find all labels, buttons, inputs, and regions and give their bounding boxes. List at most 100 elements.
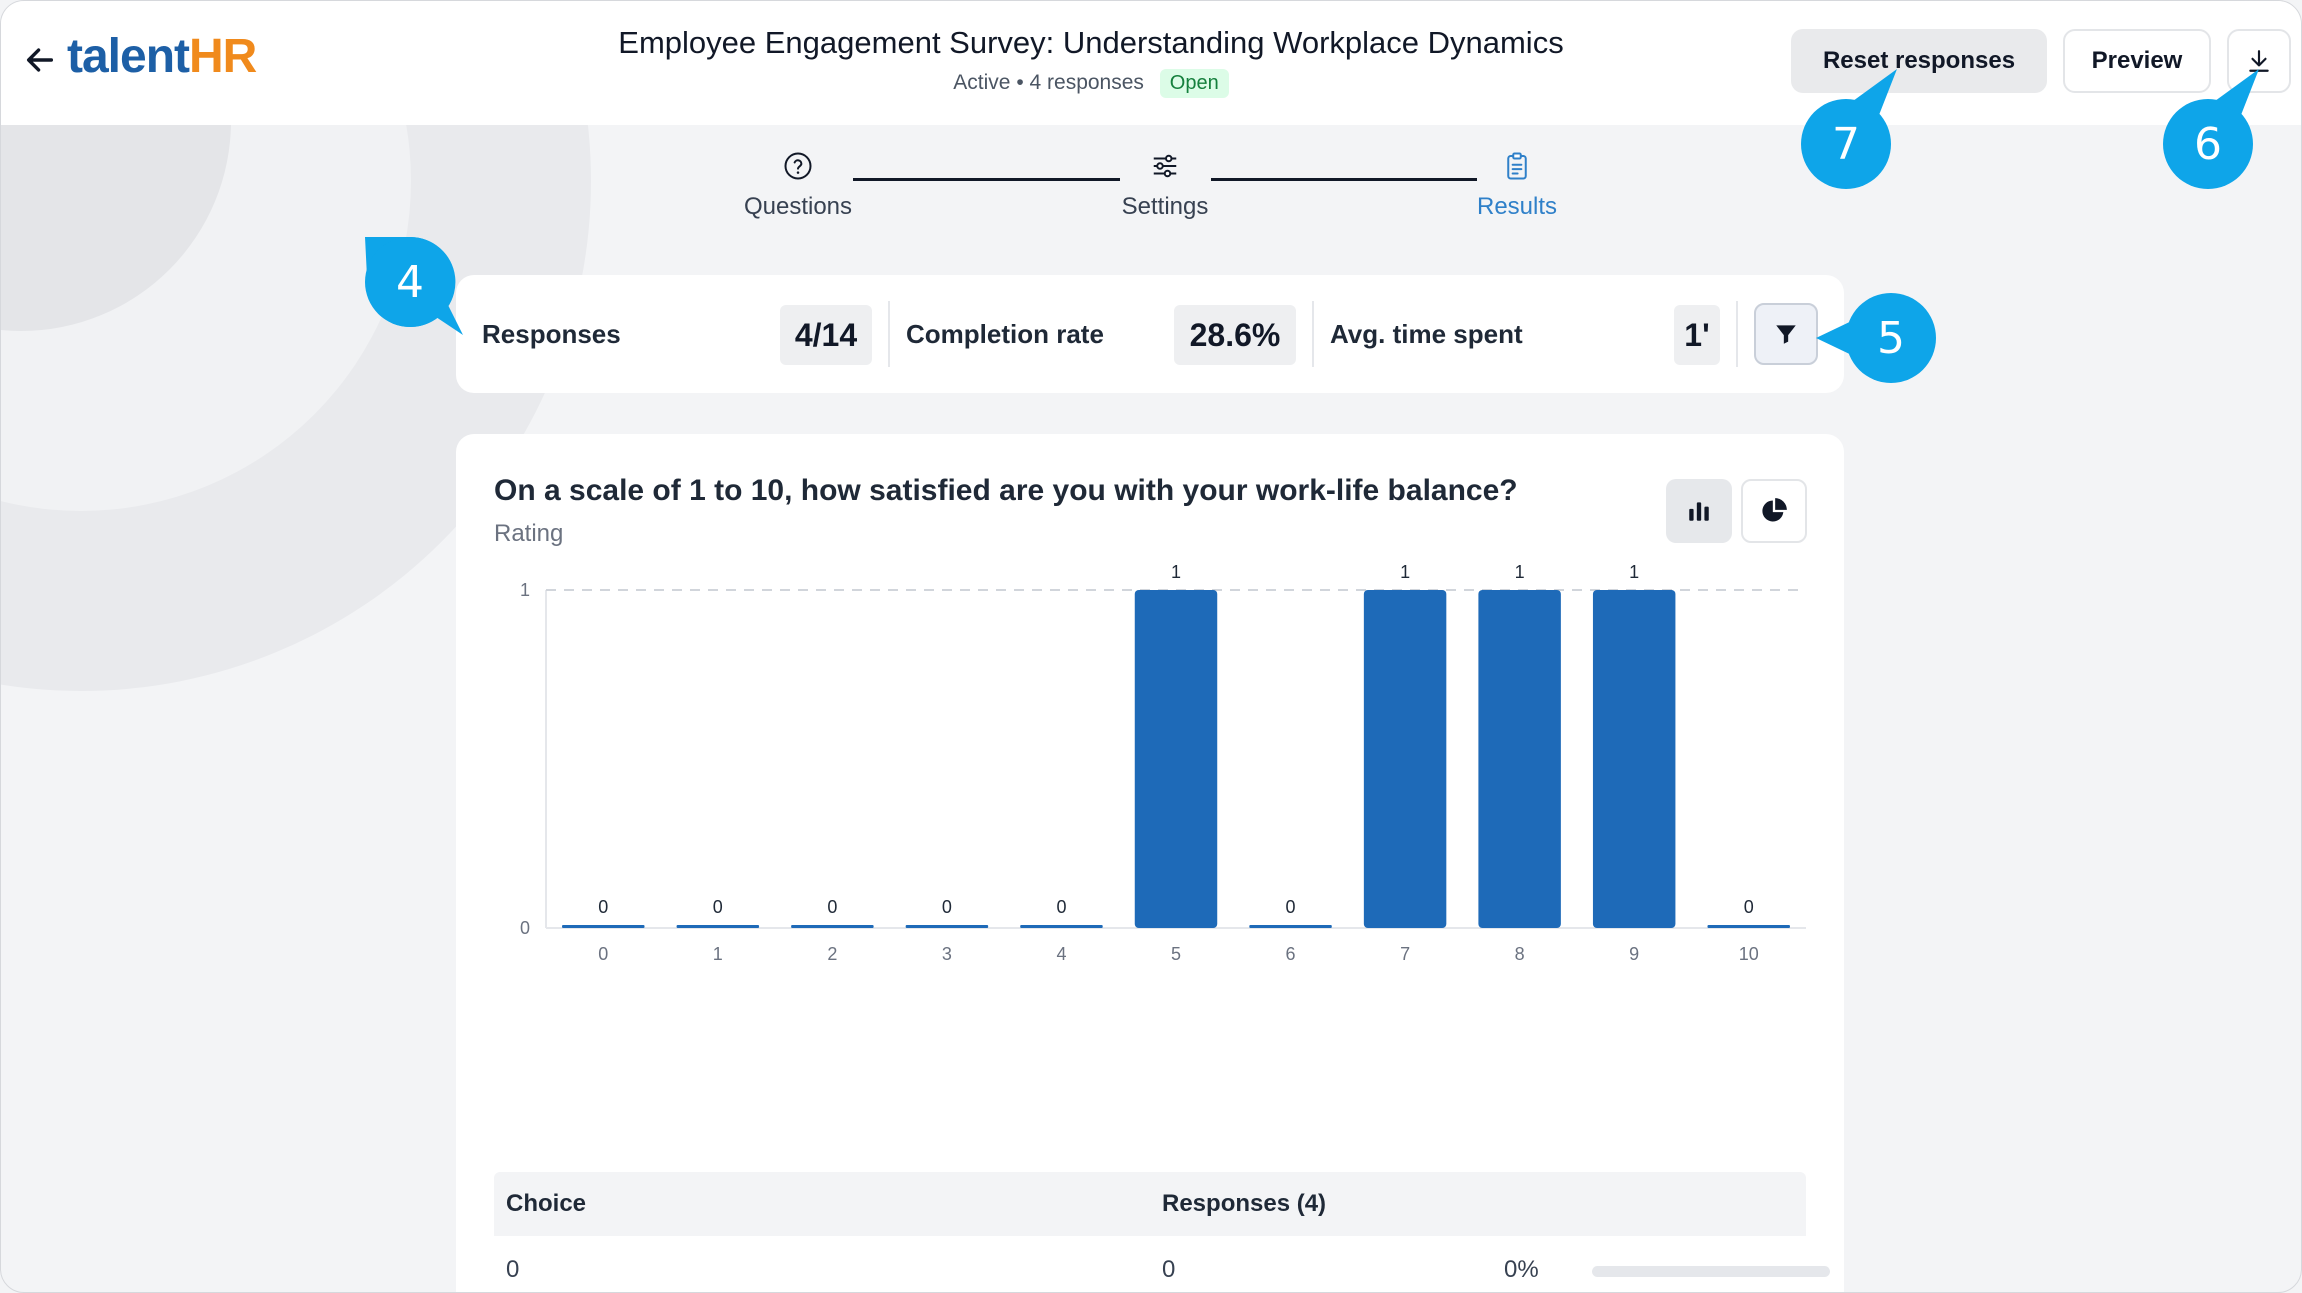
bar-chart-toggle[interactable] — [1666, 479, 1732, 543]
x-tick-label: 2 — [827, 944, 837, 964]
bar-9 — [1592, 590, 1676, 928]
step-results[interactable]: Results — [1437, 151, 1597, 221]
back-arrow-icon[interactable] — [23, 43, 57, 77]
data-label: 1 — [1629, 562, 1639, 582]
callout-bubble — [2163, 69, 2259, 189]
response-progress-bar — [1592, 1266, 1830, 1277]
callout-number: 5 — [1877, 312, 1905, 364]
choices-table-header: Choice Responses (4) — [494, 1172, 1806, 1236]
x-tick-label: 9 — [1629, 944, 1639, 964]
question-circle-icon — [784, 152, 812, 180]
x-tick-label: 3 — [942, 944, 952, 964]
callout-bubble — [365, 237, 463, 335]
percent-cell: 0% — [1504, 1256, 1539, 1283]
step-questions[interactable]: Questions — [718, 151, 878, 221]
data-label: 0 — [1056, 897, 1066, 917]
callout-marker-6: 6 — [2163, 69, 2259, 189]
download-icon — [2249, 50, 2269, 72]
stats-summary: Responses 4/14 Completion rate 28.6% Avg… — [456, 275, 1844, 393]
filter-button[interactable] — [1754, 303, 1818, 365]
preview-button[interactable]: Preview — [2063, 29, 2211, 93]
logo-text-hr: HR — [189, 30, 257, 83]
x-tick-label: 5 — [1171, 944, 1181, 964]
x-tick-label: 0 — [598, 944, 608, 964]
table-row: 0 0 0% — [494, 1236, 1830, 1292]
survey-meta: Active • 4 responses Open — [561, 69, 1621, 98]
data-label: 1 — [1400, 562, 1410, 582]
status-badge: Open — [1159, 69, 1229, 98]
pie-chart-icon — [1762, 498, 1787, 522]
callout-marker-4: 4 — [365, 237, 463, 335]
callout-bubble — [1801, 69, 1897, 189]
completion-value: 28.6% — [1174, 305, 1296, 365]
filter-icon — [1776, 325, 1796, 344]
callout-number: 4 — [396, 256, 424, 308]
responses-value: 4/14 — [780, 305, 872, 365]
bar-chart-icon — [1689, 502, 1709, 521]
pie-chart-toggle[interactable] — [1741, 479, 1807, 543]
data-label: 1 — [1515, 562, 1525, 582]
status-text: Active — [953, 71, 1011, 94]
separator-dot: • — [1016, 71, 1030, 94]
step-connector — [1211, 178, 1477, 181]
clipboard-icon — [1507, 152, 1527, 180]
bar-4 — [1020, 925, 1103, 928]
bar-1 — [676, 925, 760, 928]
bar-10 — [1707, 925, 1790, 928]
data-label: 0 — [942, 897, 952, 917]
callout-marker-7: 7 — [1801, 69, 1897, 189]
count-cell: 0 — [1162, 1256, 1176, 1283]
x-tick-label: 8 — [1515, 944, 1525, 964]
data-label: 0 — [598, 897, 608, 917]
survey-stepper: Questions Settings Results — [701, 151, 1601, 251]
top-bar: talentHR Employee Engagement Survey: Und… — [1, 1, 2301, 125]
callout-number: 7 — [1832, 118, 1860, 170]
step-label: Settings — [1121, 193, 1209, 220]
data-label: 0 — [827, 897, 837, 917]
question-title: On a scale of 1 to 10, how satisfied are… — [494, 474, 1518, 507]
divider — [888, 301, 890, 367]
callout-number: 6 — [2194, 118, 2222, 170]
question-result-card: On a scale of 1 to 10, how satisfied are… — [456, 434, 1844, 1292]
survey-heading: Employee Engagement Survey: Understandin… — [561, 25, 1621, 98]
data-label: 0 — [1744, 897, 1754, 917]
question-type: Rating — [494, 520, 564, 547]
talenthr-logo[interactable]: talentHR — [67, 29, 257, 84]
download-button[interactable] — [2227, 29, 2291, 93]
data-label: 0 — [713, 897, 723, 917]
bar-2 — [791, 925, 874, 928]
x-tick-label: 6 — [1286, 944, 1296, 964]
completion-label: Completion rate — [906, 319, 1104, 349]
responses-count-text: 4 responses — [1029, 71, 1144, 94]
page-title: Employee Engagement Survey: Understandin… — [618, 25, 1564, 60]
responses-label: Responses — [482, 319, 621, 349]
y-tick-label: 1 — [520, 580, 530, 600]
x-tick-label: 4 — [1056, 944, 1066, 964]
step-label: Results — [1476, 193, 1558, 220]
sliders-icon — [1153, 154, 1177, 178]
bar-8 — [1478, 590, 1561, 928]
column-header-choice: Choice — [506, 1190, 587, 1217]
divider — [1312, 301, 1314, 367]
data-label: 1 — [1171, 562, 1181, 582]
bar-5 — [1134, 590, 1218, 928]
avg-time-label: Avg. time spent — [1330, 319, 1523, 349]
callout-marker-5: 5 — [1816, 293, 1936, 383]
reset-responses-button[interactable]: Reset responses — [1791, 29, 2047, 93]
y-tick-label: 0 — [520, 918, 530, 938]
bar-7 — [1363, 590, 1447, 928]
x-tick-label: 10 — [1739, 944, 1759, 964]
step-label: Questions — [743, 193, 853, 220]
bar-3 — [905, 925, 989, 928]
column-header-responses: Responses (4) — [1162, 1190, 1327, 1217]
x-tick-label: 7 — [1400, 944, 1410, 964]
callout-bubble — [1816, 293, 1936, 383]
avg-time-value: 1' — [1674, 305, 1720, 365]
step-settings[interactable]: Settings — [1085, 151, 1245, 221]
logo-text: talent — [67, 30, 190, 83]
bar-6 — [1249, 925, 1332, 928]
data-label: 0 — [1286, 897, 1296, 917]
choice-cell: 0 — [506, 1256, 520, 1283]
